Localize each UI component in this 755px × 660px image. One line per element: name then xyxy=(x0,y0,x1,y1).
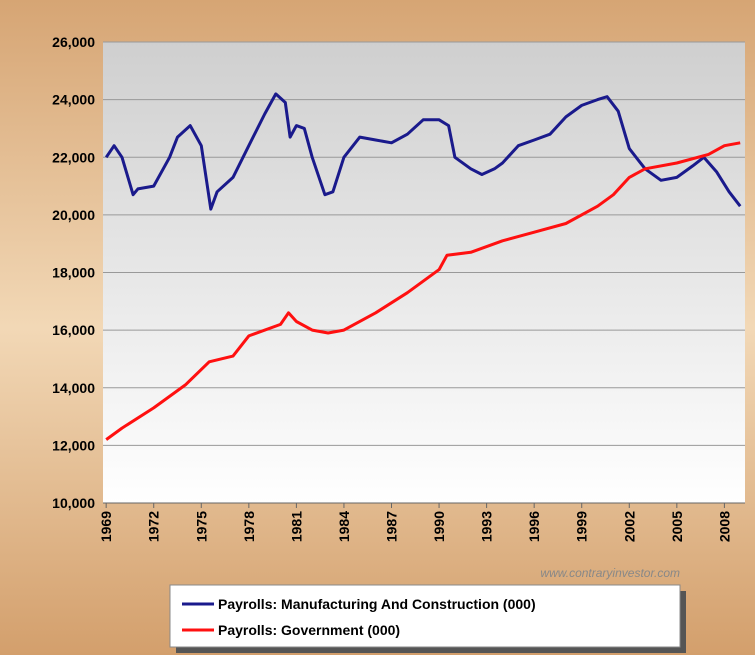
x-tick-label: 1975 xyxy=(193,511,209,542)
line-series xyxy=(105,141,741,441)
y-tick-label: 18,000 xyxy=(52,265,95,281)
line-series xyxy=(104,92,742,211)
legend xyxy=(169,584,681,648)
y-tick-label: 10,000 xyxy=(52,495,95,511)
x-tick-label: 1990 xyxy=(431,511,447,542)
legend-label: Payrolls: Government (000) xyxy=(218,622,400,638)
y-tick-label: 20,000 xyxy=(52,207,95,223)
x-tick-label: 1984 xyxy=(336,511,352,542)
legend-label: Payrolls: Manufacturing And Construction… xyxy=(218,596,536,612)
x-tick-label: 1996 xyxy=(526,511,542,542)
y-tick-label: 26,000 xyxy=(52,34,95,50)
x-tick-label: 1972 xyxy=(146,511,162,542)
x-tick-label: 1969 xyxy=(98,511,114,542)
y-tick-label: 14,000 xyxy=(52,380,95,396)
watermark: www.contraryinvestor.com xyxy=(540,566,680,580)
x-tick-label: 2002 xyxy=(621,511,637,542)
y-tick-label: 24,000 xyxy=(52,92,95,108)
x-tick-label: 1987 xyxy=(384,511,400,542)
x-tick-label: 2005 xyxy=(669,511,685,542)
y-tick-label: 16,000 xyxy=(52,322,95,338)
x-tick-label: 1978 xyxy=(241,511,257,542)
y-tick-label: 12,000 xyxy=(52,437,95,453)
y-tick-label: 22,000 xyxy=(52,149,95,165)
x-tick-label: 1993 xyxy=(479,511,495,542)
x-tick-label: 2008 xyxy=(716,511,732,542)
x-tick-label: 1981 xyxy=(288,511,304,542)
x-tick-label: 1999 xyxy=(574,511,590,542)
